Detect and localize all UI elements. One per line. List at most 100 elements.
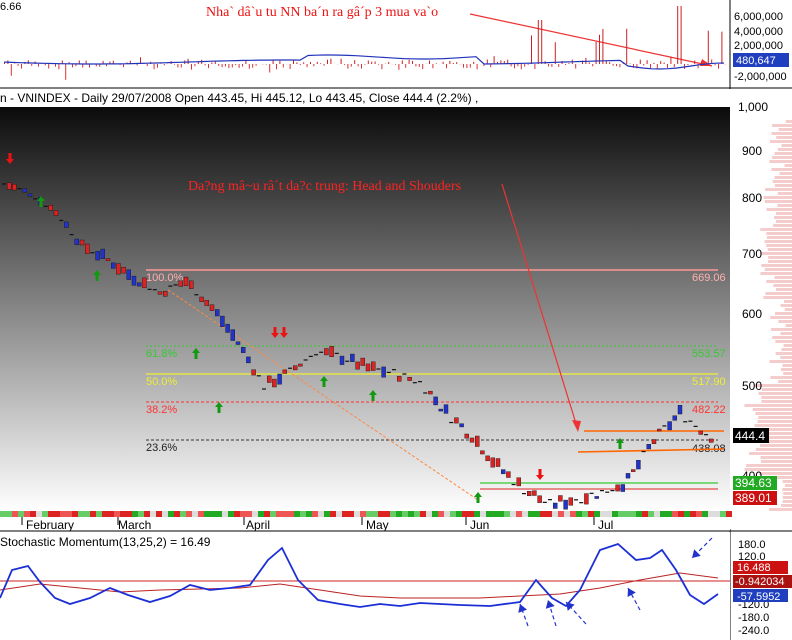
volume-bar [248,64,250,69]
volume-bar [316,61,318,64]
volume-profile-bar [778,128,792,131]
volume-bar [694,60,696,64]
volume-bar [371,61,373,64]
volume-bar [44,64,46,66]
volume-bar [483,64,485,67]
volume-bar [350,64,352,67]
volume-bar [153,64,155,70]
volume-profile-bar [756,428,792,431]
volume-profile-bar [766,280,792,283]
volume-bar [31,64,33,66]
day-strip-cell [294,511,300,517]
day-strip-cell [246,511,252,517]
day-strip-cell [480,511,486,517]
volume-bar [633,64,634,68]
volume-bar [418,64,420,67]
volume-bar [619,64,621,68]
volume-profile-bar [761,252,792,255]
volume-bar [146,64,148,67]
volume-bar [58,64,60,70]
volume-bar [136,64,138,66]
price-candle [438,408,443,412]
price-candle [220,315,225,327]
volume-bar [575,64,577,69]
day-strip-cell [600,511,606,517]
volume-bar [225,64,226,67]
buy-arrow-icon [369,390,377,401]
volume-bar [653,62,655,64]
volume-bar [510,64,512,67]
day-strip-cell [492,511,498,517]
price-header: n - VNINDEX - Daily 29/07/2008 Open 443.… [0,91,478,105]
price-candle [116,263,121,275]
volume-bar [177,64,179,68]
fib-pct-382: 38.2% [146,404,177,416]
day-strip-cell [174,511,180,517]
price-candle [709,438,714,443]
day-strip-cell [534,511,540,517]
volume-profile-bar [777,204,792,207]
volume-bar [140,57,141,64]
volume-bar [616,64,617,67]
day-strip-cell [72,511,78,517]
price-candle [480,450,485,455]
volume-profile-bar [780,356,792,359]
price-candle [553,502,558,509]
price-candle [631,469,636,472]
volume-bar [599,34,600,64]
volume-profile-bar [766,244,792,247]
volume-bar [517,64,519,67]
volume-bar [95,64,97,67]
price-candle [469,437,475,443]
day-strip-cell [78,511,84,517]
day-strip-cell [468,511,474,517]
volume-bar [340,58,342,64]
volume-profile-bar [775,340,792,343]
red-price-tag [733,491,777,505]
volume-bar [344,64,345,65]
month-label: Jun [470,518,489,532]
foreign-investor-note: Nha` dâ`u tu NN ba´n ra gâ´p 3 mua va`o [206,5,438,20]
volume-bar [707,30,709,64]
volume-bar [718,64,719,69]
price-candle [230,329,236,341]
price-candle [584,493,589,505]
volume-profile-bar [755,448,792,451]
volume-bar [252,64,254,68]
volume-profile-bar [750,440,792,443]
fibonacci-levels: 100.0% 61.8% 50.0% 38.2% 23.6% 669.06 55… [146,269,726,455]
volume-bar [711,59,713,64]
price-candle [79,239,85,246]
day-strip-cell [48,511,54,517]
volume-bar [422,64,424,70]
volume-profile-bar [760,272,792,275]
price-candle [495,458,501,467]
pattern-note: Da?ng mâ~u râ´t da?c trung: Head and Sho… [188,179,461,194]
price-candle [397,375,402,382]
day-strip-cell [678,511,684,517]
day-strip-cell [126,511,132,517]
sell-arrow-icon [271,327,279,338]
volume-bar [106,64,107,67]
day-strip-cell [618,511,624,517]
day-strip-cell [234,511,240,517]
price-candle [371,361,376,371]
price-candle [27,193,33,197]
volume-bar [218,64,220,66]
price-candle [225,323,230,333]
volume-bar [405,64,407,68]
volume-bar [473,61,475,64]
volume-bar [17,64,19,66]
month-label: March [118,518,151,532]
day-strip-cell [150,511,156,517]
day-strip-cell [336,511,342,517]
day-strip-cell [342,511,348,517]
volume-bar [401,60,403,64]
volume-bar [381,64,383,70]
volume-bar [272,59,274,64]
volume-bar [646,60,648,64]
day-strip-cell [528,511,534,517]
volume-bar [442,61,444,64]
day-strip-cell [312,511,318,517]
day-strip-cell [720,511,726,517]
